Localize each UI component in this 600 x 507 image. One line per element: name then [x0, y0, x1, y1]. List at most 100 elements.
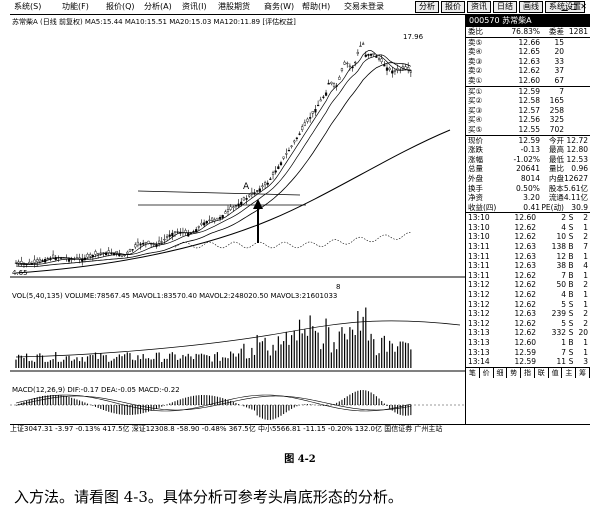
quote-tab[interactable]: 主 [562, 367, 577, 378]
candle-body [287, 149, 291, 152]
quote-tab[interactable]: 笔 [466, 367, 480, 378]
sell-order-row[interactable]: 卖① 12.60 67 [466, 76, 590, 86]
buy-orders: 买① 12.59 7 买② 12.58 165 买③ 12.57 258 买④ 12.56 325 买⑤… [466, 87, 590, 135]
candle-body [128, 249, 132, 252]
tick-volume: 7 [561, 270, 566, 280]
buy-order-row[interactable]: 买④ 12.56 325 [466, 115, 590, 125]
quote-tab[interactable]: 势 [507, 367, 522, 378]
candle-body [168, 234, 171, 237]
menu-item-info[interactable]: 资讯(I) [182, 2, 207, 11]
menu-item-function[interactable]: 功能(F) [62, 2, 89, 11]
quote-tab[interactable]: 指 [521, 367, 535, 378]
menu-item-system[interactable]: 系统(S) [14, 2, 42, 11]
buy-order-label: 买④ [468, 115, 483, 125]
tab-daily[interactable]: 日结 [493, 1, 517, 13]
tick-time: 13:14 [468, 357, 490, 367]
menu-item-business[interactable]: 商务(W) [264, 2, 295, 11]
candle-body [184, 230, 187, 234]
sell-order-label: 卖① [468, 75, 483, 85]
candle-body [131, 249, 134, 251]
stat-label: 外盘 [468, 173, 483, 183]
quote-tab[interactable]: 筹 [576, 367, 591, 378]
window-controls[interactable]: ▁ ▢ ✕ [561, 2, 588, 11]
tick-side: B [568, 251, 574, 261]
tick-count: 1 [583, 222, 588, 232]
tab-settings[interactable]: 系统设置 [545, 1, 585, 13]
equity-line [174, 232, 411, 249]
sell-order-row[interactable]: 卖④ 12.65 20 [466, 47, 590, 57]
sell-orders: 卖⑤ 12.66 15 卖④ 12.65 20 卖③ 12.63 33 卖② 12.62 37 卖① 12… [466, 38, 590, 86]
tick-side: S [568, 232, 574, 242]
stat-label: 最低 [549, 154, 564, 164]
buy-order-row[interactable]: 买⑤ 12.55 702 [466, 125, 590, 135]
tick-price: 12.60 [514, 213, 536, 223]
candle-body [256, 190, 259, 192]
buy-order-row[interactable]: 买③ 12.57 258 [466, 106, 590, 116]
tab-quote[interactable]: 报价 [441, 1, 465, 13]
candle-body [311, 111, 314, 114]
tick-time: 13:11 [468, 251, 490, 261]
high-price-label: 17.96 [403, 33, 424, 41]
candle-body [33, 259, 36, 263]
tick-row: 13:10 12.62 4 S 1 [466, 223, 590, 233]
menu-item-analysis[interactable]: 分析(A) [144, 2, 172, 11]
tick-list[interactable]: 13:10 12.60 2 S 2 13:10 12.62 4 S 1 13:10 12.62 10 S 2… [466, 213, 590, 367]
candle-body [306, 118, 309, 122]
sell-order-row[interactable]: 卖③ 12.63 33 [466, 57, 590, 67]
trading-software-screenshot: 系统(S) 功能(F) 报价(Q) 分析(A) 资讯(I) 港股期货 商务(W)… [10, 0, 591, 433]
stat-label: 总量 [468, 164, 483, 174]
ma10-line [15, 54, 411, 265]
candle-body [248, 194, 251, 197]
stat-value: 4.11亿 [563, 193, 589, 203]
tick-volume: 332 [551, 328, 566, 338]
candle-body [245, 197, 248, 200]
sell-order-label: 卖② [468, 66, 483, 76]
candlestick-chart[interactable] [10, 15, 465, 425]
candle-body [123, 254, 126, 257]
tick-time: 13:12 [468, 309, 490, 319]
sell-order-row[interactable]: 卖⑤ 12.66 15 [466, 38, 590, 48]
tick-side: S [568, 318, 574, 328]
tick-volume: 4 [561, 222, 566, 232]
quote-tab[interactable]: 联 [535, 367, 549, 378]
tick-price: 12.62 [514, 328, 536, 338]
candle-body [115, 250, 118, 254]
candle-body [282, 156, 285, 159]
tick-count: 1 [583, 347, 588, 357]
tick-volume: 138 [551, 242, 566, 252]
tick-count: 2 [583, 213, 588, 223]
quote-tab[interactable]: 价 [480, 367, 494, 378]
stat-label: 换手 [468, 183, 483, 193]
menu-item-quote[interactable]: 报价(Q) [106, 2, 135, 11]
candle-body [340, 68, 344, 71]
tab-drawing[interactable]: 画线 [519, 1, 543, 13]
quote-bottom-tabs: 笔价细势指联值主筹 [466, 366, 591, 378]
menu-item-hk-futures[interactable]: 港股期货 [218, 2, 250, 11]
stat-value: 3.20 [523, 193, 540, 203]
candle-body [285, 153, 288, 155]
quote-tab[interactable]: 细 [494, 367, 508, 378]
tick-side: S [568, 222, 574, 232]
sell-order-row[interactable]: 卖② 12.62 37 [466, 66, 590, 76]
menu-item-help[interactable]: 帮助(H) [302, 2, 331, 11]
buy-order-row[interactable]: 买② 12.58 165 [466, 96, 590, 106]
candle-body [367, 53, 370, 56]
tab-analysis[interactable]: 分析 [415, 1, 439, 13]
stat-value: 12.80 [566, 145, 588, 155]
weicha-label: 委差 [549, 27, 564, 36]
candle-body [126, 251, 129, 254]
stat-row: 净资 3.20 流通 4.11亿 [466, 193, 590, 203]
stat-row: 收益(四) 0.41 PE(动) 30.9 [466, 203, 590, 213]
buy-order-row[interactable]: 买① 12.59 7 [466, 87, 590, 97]
candle-body [317, 104, 320, 107]
tab-info[interactable]: 资讯 [467, 1, 491, 13]
sell-order-label: 卖③ [468, 56, 483, 66]
stock-stats: 现价 12.59 今开 12.72 涨跌 -0.13 最高 12.80 涨幅 -1.02% 最低 12… [466, 136, 590, 213]
tick-volume: 10 [556, 232, 566, 242]
login-status[interactable]: 交易未登录 [344, 2, 384, 11]
quote-tab[interactable]: 值 [549, 367, 563, 378]
buy-order-label: 买① [468, 86, 483, 96]
candle-body [81, 258, 84, 262]
tick-side: B [568, 270, 574, 280]
candle-body [229, 206, 232, 210]
